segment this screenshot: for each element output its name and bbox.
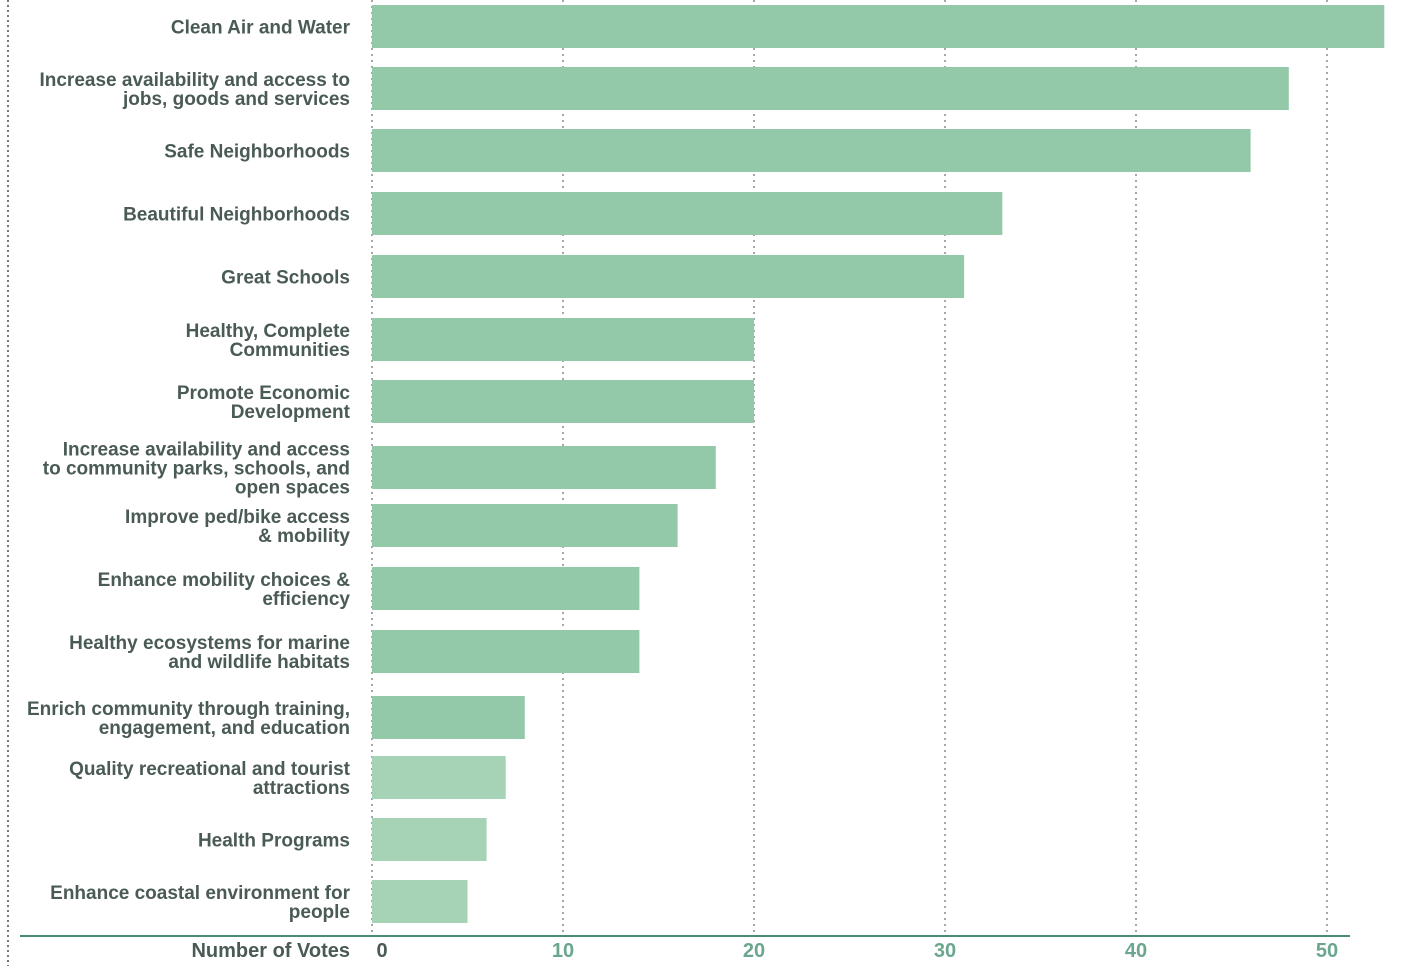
- category-label: Enhance coastal environment for people: [50, 883, 350, 923]
- x-tick-label: 50: [1316, 940, 1338, 962]
- bar: [372, 880, 468, 923]
- category-label: Great Schools: [221, 268, 350, 289]
- bar: [372, 318, 754, 361]
- x-tick-label: 10: [552, 940, 574, 962]
- bar: [372, 255, 965, 298]
- bar: [372, 567, 640, 610]
- category-label: Clean Air and Water: [171, 18, 351, 39]
- bar: [372, 696, 525, 739]
- category-label: Healthy, Complete Communities: [186, 321, 350, 361]
- x-axis-title: Number of Votes: [191, 940, 350, 962]
- x-tick-label: 40: [1125, 940, 1147, 962]
- category-label: Beautiful Neighborhoods: [123, 205, 350, 226]
- x-tick-label: 30: [934, 940, 956, 962]
- bar: [372, 756, 506, 799]
- bar: [372, 818, 487, 861]
- bar: [372, 446, 716, 489]
- x-tick-label: 0: [376, 940, 387, 962]
- category-label: Healthy ecosystems for marine and wildlif…: [69, 633, 350, 673]
- bar: [372, 380, 754, 423]
- category-label: Promote Economic Development: [177, 383, 351, 423]
- category-label: Increase availability and access to commu…: [43, 440, 350, 499]
- category-label: Enhance mobility choices & efficiency: [98, 570, 351, 610]
- bar: [372, 192, 1003, 235]
- category-label: Enrich community through training, engage…: [27, 699, 350, 739]
- bar: [372, 630, 640, 673]
- bar: [372, 67, 1289, 110]
- bar: [372, 5, 1385, 48]
- category-label: Health Programs: [198, 831, 350, 852]
- bar: [372, 504, 678, 547]
- category-label: Safe Neighborhoods: [164, 142, 350, 163]
- category-label: Increase availability and access to jobs,…: [39, 70, 350, 110]
- x-tick-label: 20: [743, 940, 765, 962]
- category-label: Improve ped/bike access & mobility: [125, 507, 350, 547]
- bar: [372, 129, 1251, 172]
- category-label: Quality recreational and tourist attracti…: [69, 759, 351, 799]
